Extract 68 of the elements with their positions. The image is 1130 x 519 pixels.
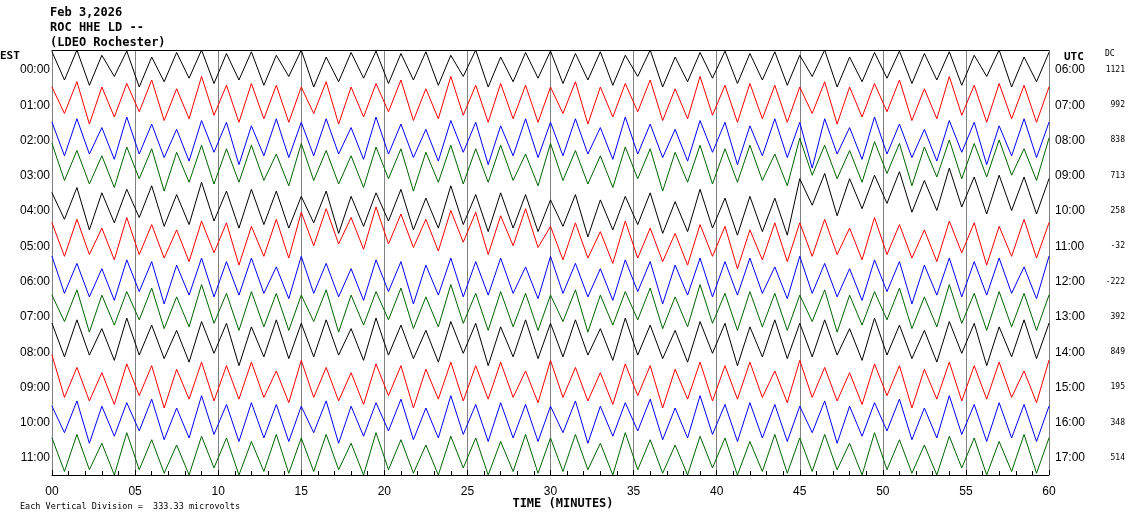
chart-subtitle: ROC HHE LD -- [50,20,144,34]
x-tick-label: 50 [876,484,890,498]
y-tick-label: 05:00 [19,238,51,253]
text: 392 [1110,311,1126,321]
x-tick-label: 30 [543,484,558,498]
y-tick-label: 04:00 [19,203,51,218]
line-series [51,255,1050,305]
y2-axis-title: UTC [1064,49,1084,63]
chart-title: Feb 3,2026 [50,5,123,19]
x-tick-label: 05 [128,484,143,498]
y2-tick-label: 06:00 [1055,62,1086,77]
text: Each Vertical Division = 333.33 microvolts [20,501,241,511]
x-tick-label: 10 [211,484,226,498]
y2-tick-label: 11:00 [1055,238,1085,253]
line-series [51,167,1050,238]
text: -222 [1105,276,1126,286]
y2-tick-label: 16:00 [1055,415,1086,430]
line-series [51,284,1050,333]
y-tick-label: 08:00 [19,344,51,359]
x-tick-label: 35 [626,484,641,498]
text: 992 [1110,100,1126,110]
y2-tick-label: 09:00 [1055,168,1086,183]
x-axis-title: TIME (MINUTES) [512,496,614,510]
x-tick-label: 55 [959,484,973,498]
x-tick-label: 15 [294,484,309,498]
line-series [51,206,1050,270]
y2-tick-label: 10:00 [1055,203,1086,218]
x-tick-label: 45 [793,484,807,498]
line-series [51,75,1050,125]
text: 713 [1110,170,1126,180]
x-tick-label: 20 [377,484,392,498]
line-series [51,395,1050,444]
y-tick-label: 07:00 [19,309,51,324]
x-tick-label: 00 [45,484,59,498]
y-tick-label: 00:00 [19,62,51,77]
line-series [51,432,1050,476]
y-tick-label: 02:00 [19,132,51,147]
line-series [51,116,1050,169]
y-axis-title: EST [0,48,21,62]
x-tick-label: 25 [460,484,475,498]
text: (LDEO Rochester) [50,35,166,49]
y2-tick-label: 15:00 [1055,379,1086,394]
text: DC [1105,48,1115,58]
y2-tick-label: 12:00 [1055,274,1086,289]
line-series [51,137,1050,192]
y2-tick-label: 08:00 [1055,132,1086,147]
y2-tick-label: 17:00 [1055,450,1086,465]
y2-tick-label: 07:00 [1055,97,1086,112]
text: 849 [1110,347,1126,357]
y-tick-label: 06:00 [19,274,51,289]
text: 838 [1110,135,1126,145]
text: 1121 [1105,64,1126,74]
text: 258 [1110,205,1126,215]
y-tick-label: 10:00 [19,415,51,430]
text: 195 [1110,382,1126,392]
y-tick-label: 01:00 [19,97,51,112]
y2-tick-label: 14:00 [1055,344,1086,359]
text: 514 [1110,452,1126,462]
line-series [51,354,1050,409]
x-tick-label: 40 [709,484,724,498]
text: 348 [1110,417,1126,427]
x-tick-label: 60 [1042,484,1056,498]
y-tick-label: 11:00 [20,450,51,465]
text: -32 [1110,241,1126,251]
line-series [51,317,1050,367]
y2-tick-label: 13:00 [1055,309,1086,324]
y-tick-label: 09:00 [19,379,51,394]
y-tick-label: 03:00 [19,168,51,183]
